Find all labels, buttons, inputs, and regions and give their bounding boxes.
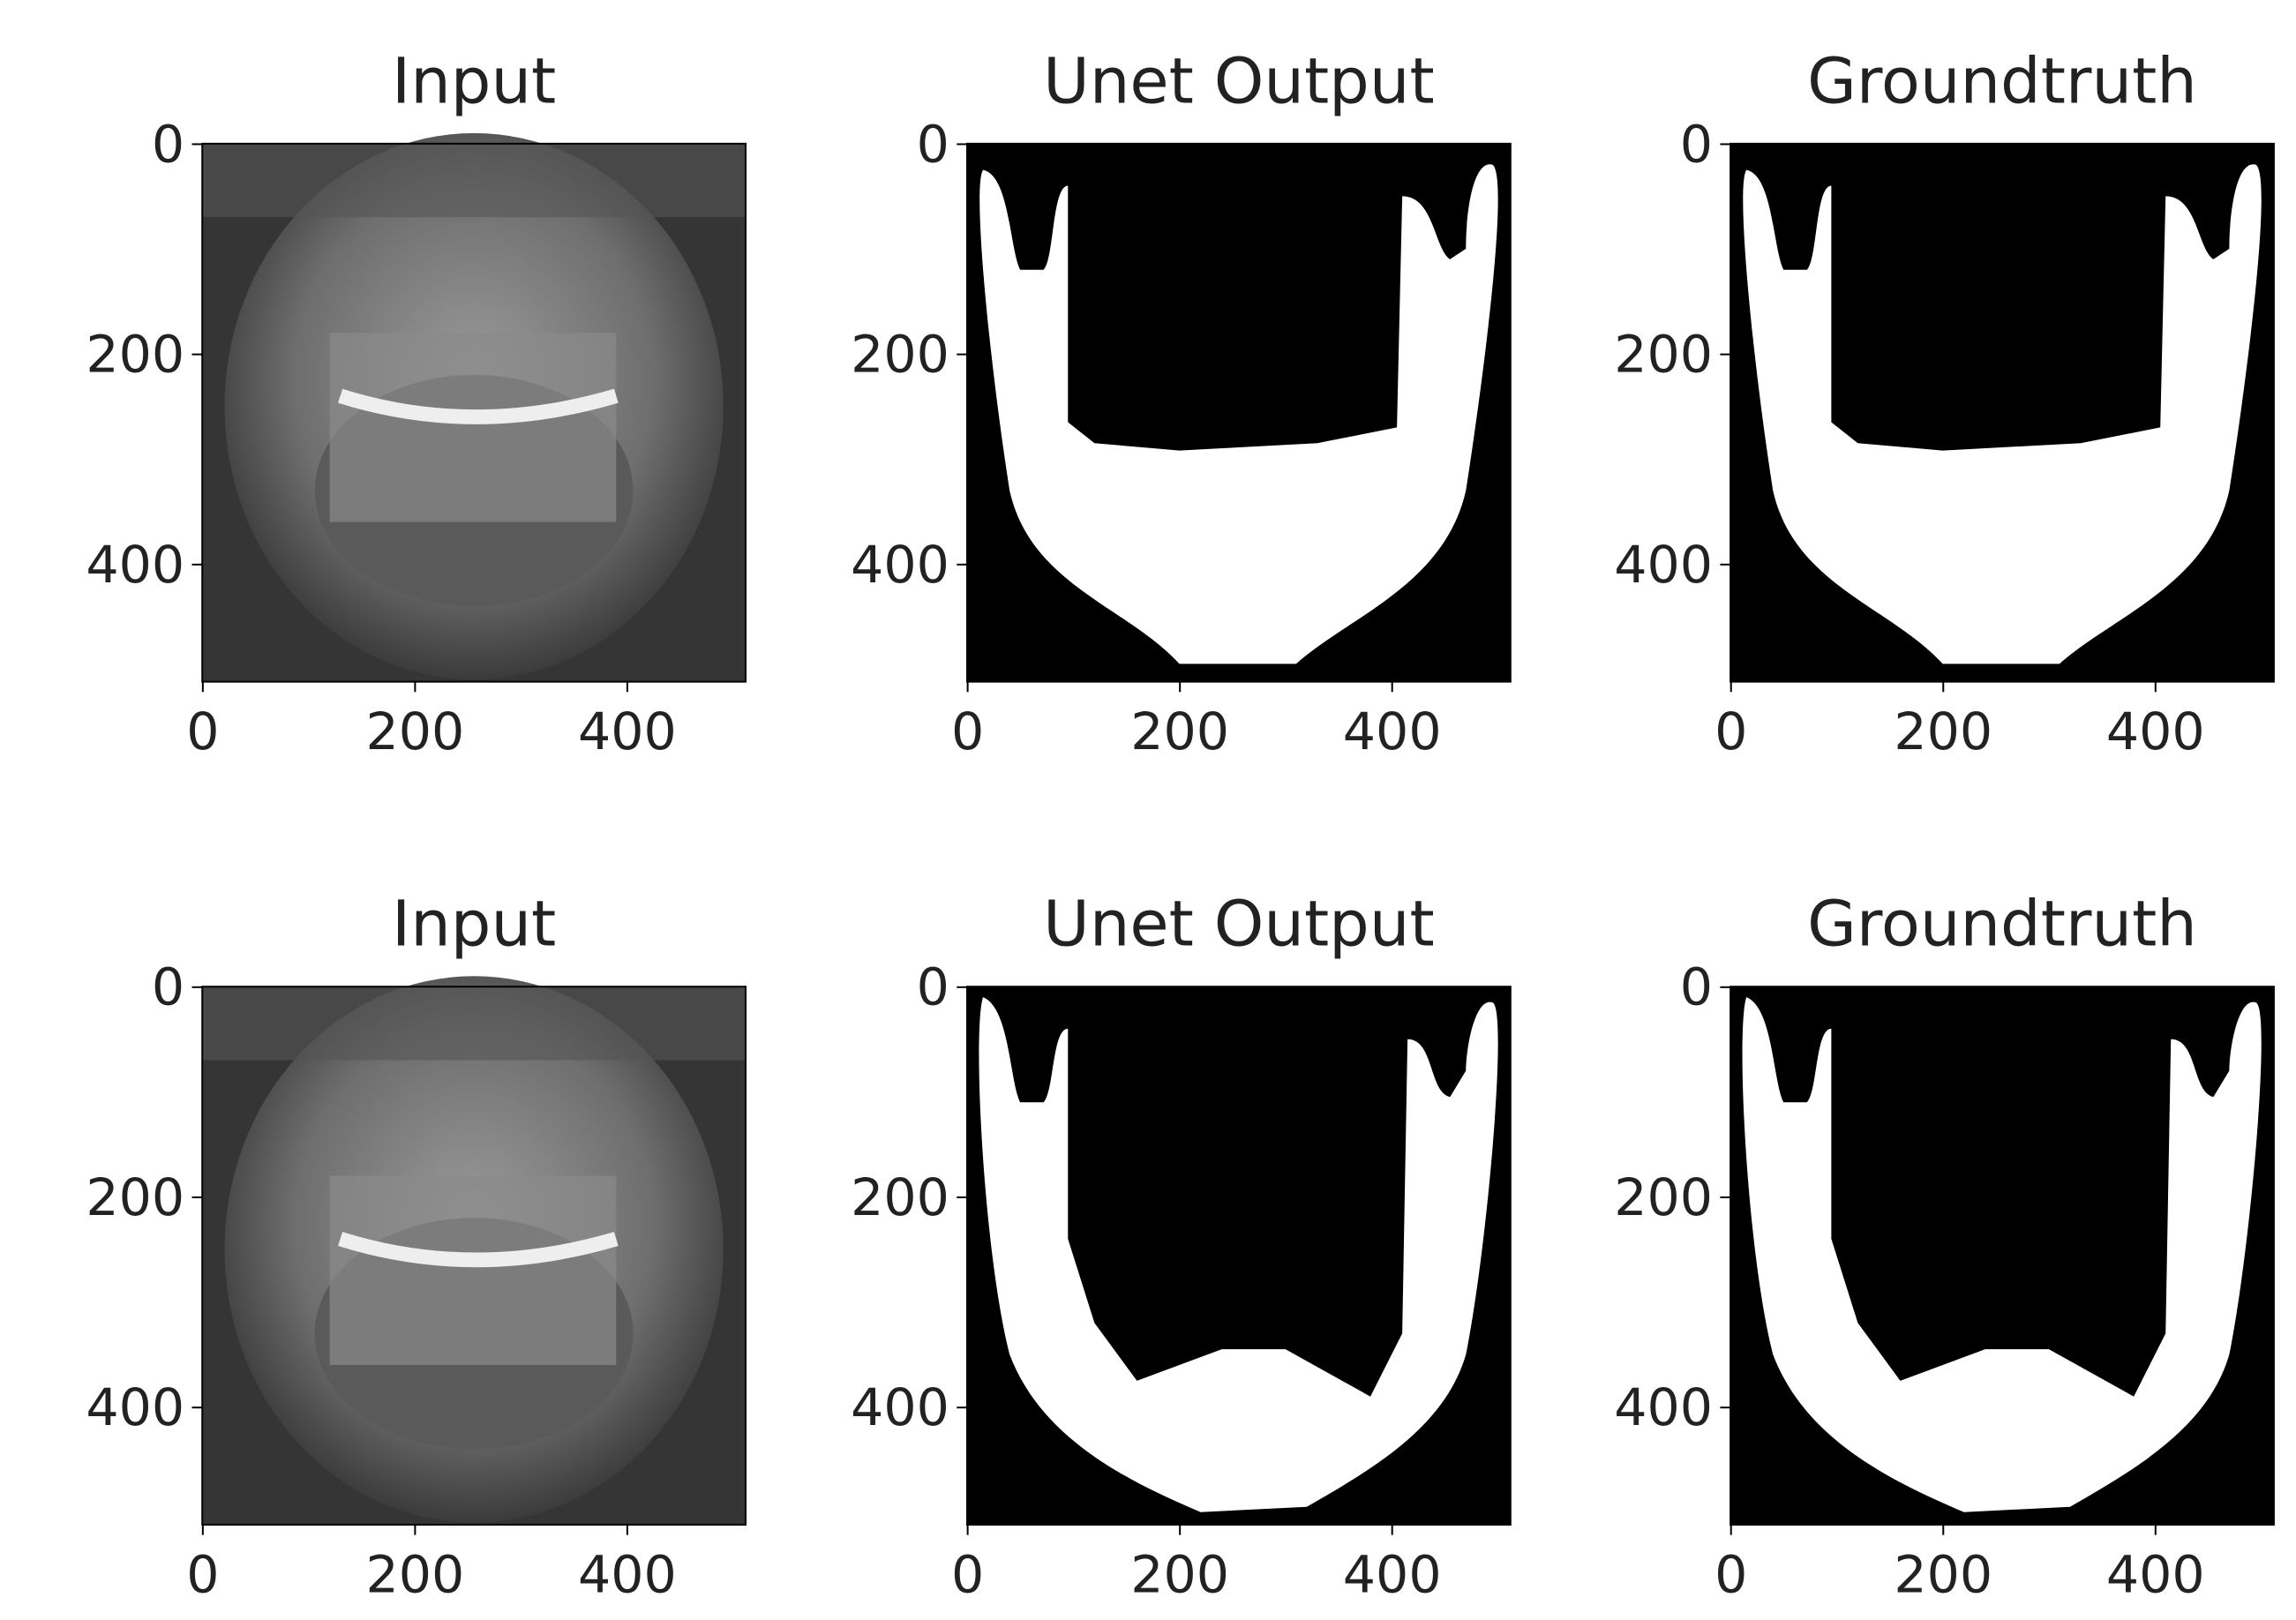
y-tick-label: 400 <box>1614 535 1713 595</box>
subplot-title: Groundtruth <box>1807 44 2197 118</box>
y-tick-label: 0 <box>917 957 949 1017</box>
x-tick-label: 400 <box>578 1545 677 1605</box>
image-unet-output <box>967 144 1511 682</box>
y-tick-label: 200 <box>86 325 184 385</box>
x-tick-label: 200 <box>1130 701 1229 761</box>
x-tick-label: 0 <box>1714 701 1747 761</box>
x-tick-label: 0 <box>951 1545 984 1605</box>
x-tick-label: 0 <box>186 701 219 761</box>
page: {"chart_data": [ {"type": "image", "titl… <box>0 0 2296 1620</box>
subplot-title: Input <box>392 887 556 961</box>
image-unet-output <box>967 986 1511 1525</box>
y-tick-label: 0 <box>152 115 184 175</box>
x-tick-label: 400 <box>2106 701 2205 761</box>
x-tick-label: 200 <box>1130 1545 1229 1605</box>
y-tick-label: 0 <box>152 957 184 1017</box>
x-tick-label: 400 <box>578 701 677 761</box>
x-tick-label: 200 <box>365 1545 464 1605</box>
x-tick-label: 200 <box>365 701 464 761</box>
y-tick-label: 400 <box>1614 1377 1713 1437</box>
x-tick-label: 400 <box>1343 701 1442 761</box>
y-tick-label: 200 <box>851 325 949 385</box>
y-tick-label: 400 <box>851 1377 949 1437</box>
x-tick-label: 400 <box>1343 1545 1442 1605</box>
y-tick-label: 0 <box>1680 115 1713 175</box>
subplot-title: Unet Output <box>1043 44 1434 118</box>
subplot-title: Unet Output <box>1043 887 1434 961</box>
image-groundtruth <box>1730 986 2274 1525</box>
y-tick-label: 200 <box>1614 1167 1713 1227</box>
x-tick-label: 0 <box>1714 1545 1747 1605</box>
image-input <box>202 133 746 682</box>
y-tick-label: 400 <box>86 535 184 595</box>
image-groundtruth <box>1730 144 2274 682</box>
image-input <box>202 976 746 1525</box>
x-tick-label: 200 <box>1894 1545 1992 1605</box>
subplot-title: Input <box>392 44 556 118</box>
y-tick-label: 0 <box>1680 957 1713 1017</box>
x-tick-label: 400 <box>2106 1545 2205 1605</box>
x-tick-label: 0 <box>951 701 984 761</box>
x-tick-label: 0 <box>186 1545 219 1605</box>
x-tick-label: 200 <box>1894 701 1992 761</box>
y-tick-label: 200 <box>1614 325 1713 385</box>
y-tick-label: 200 <box>86 1167 184 1227</box>
y-tick-label: 200 <box>851 1167 949 1227</box>
y-tick-label: 0 <box>917 115 949 175</box>
y-tick-label: 400 <box>86 1377 184 1437</box>
y-tick-label: 400 <box>851 535 949 595</box>
figure: Input 0 200 400 0 200 400 Unet Output 0 200 400 0 20… <box>0 0 2296 1620</box>
subplot-title: Groundtruth <box>1807 887 2197 961</box>
